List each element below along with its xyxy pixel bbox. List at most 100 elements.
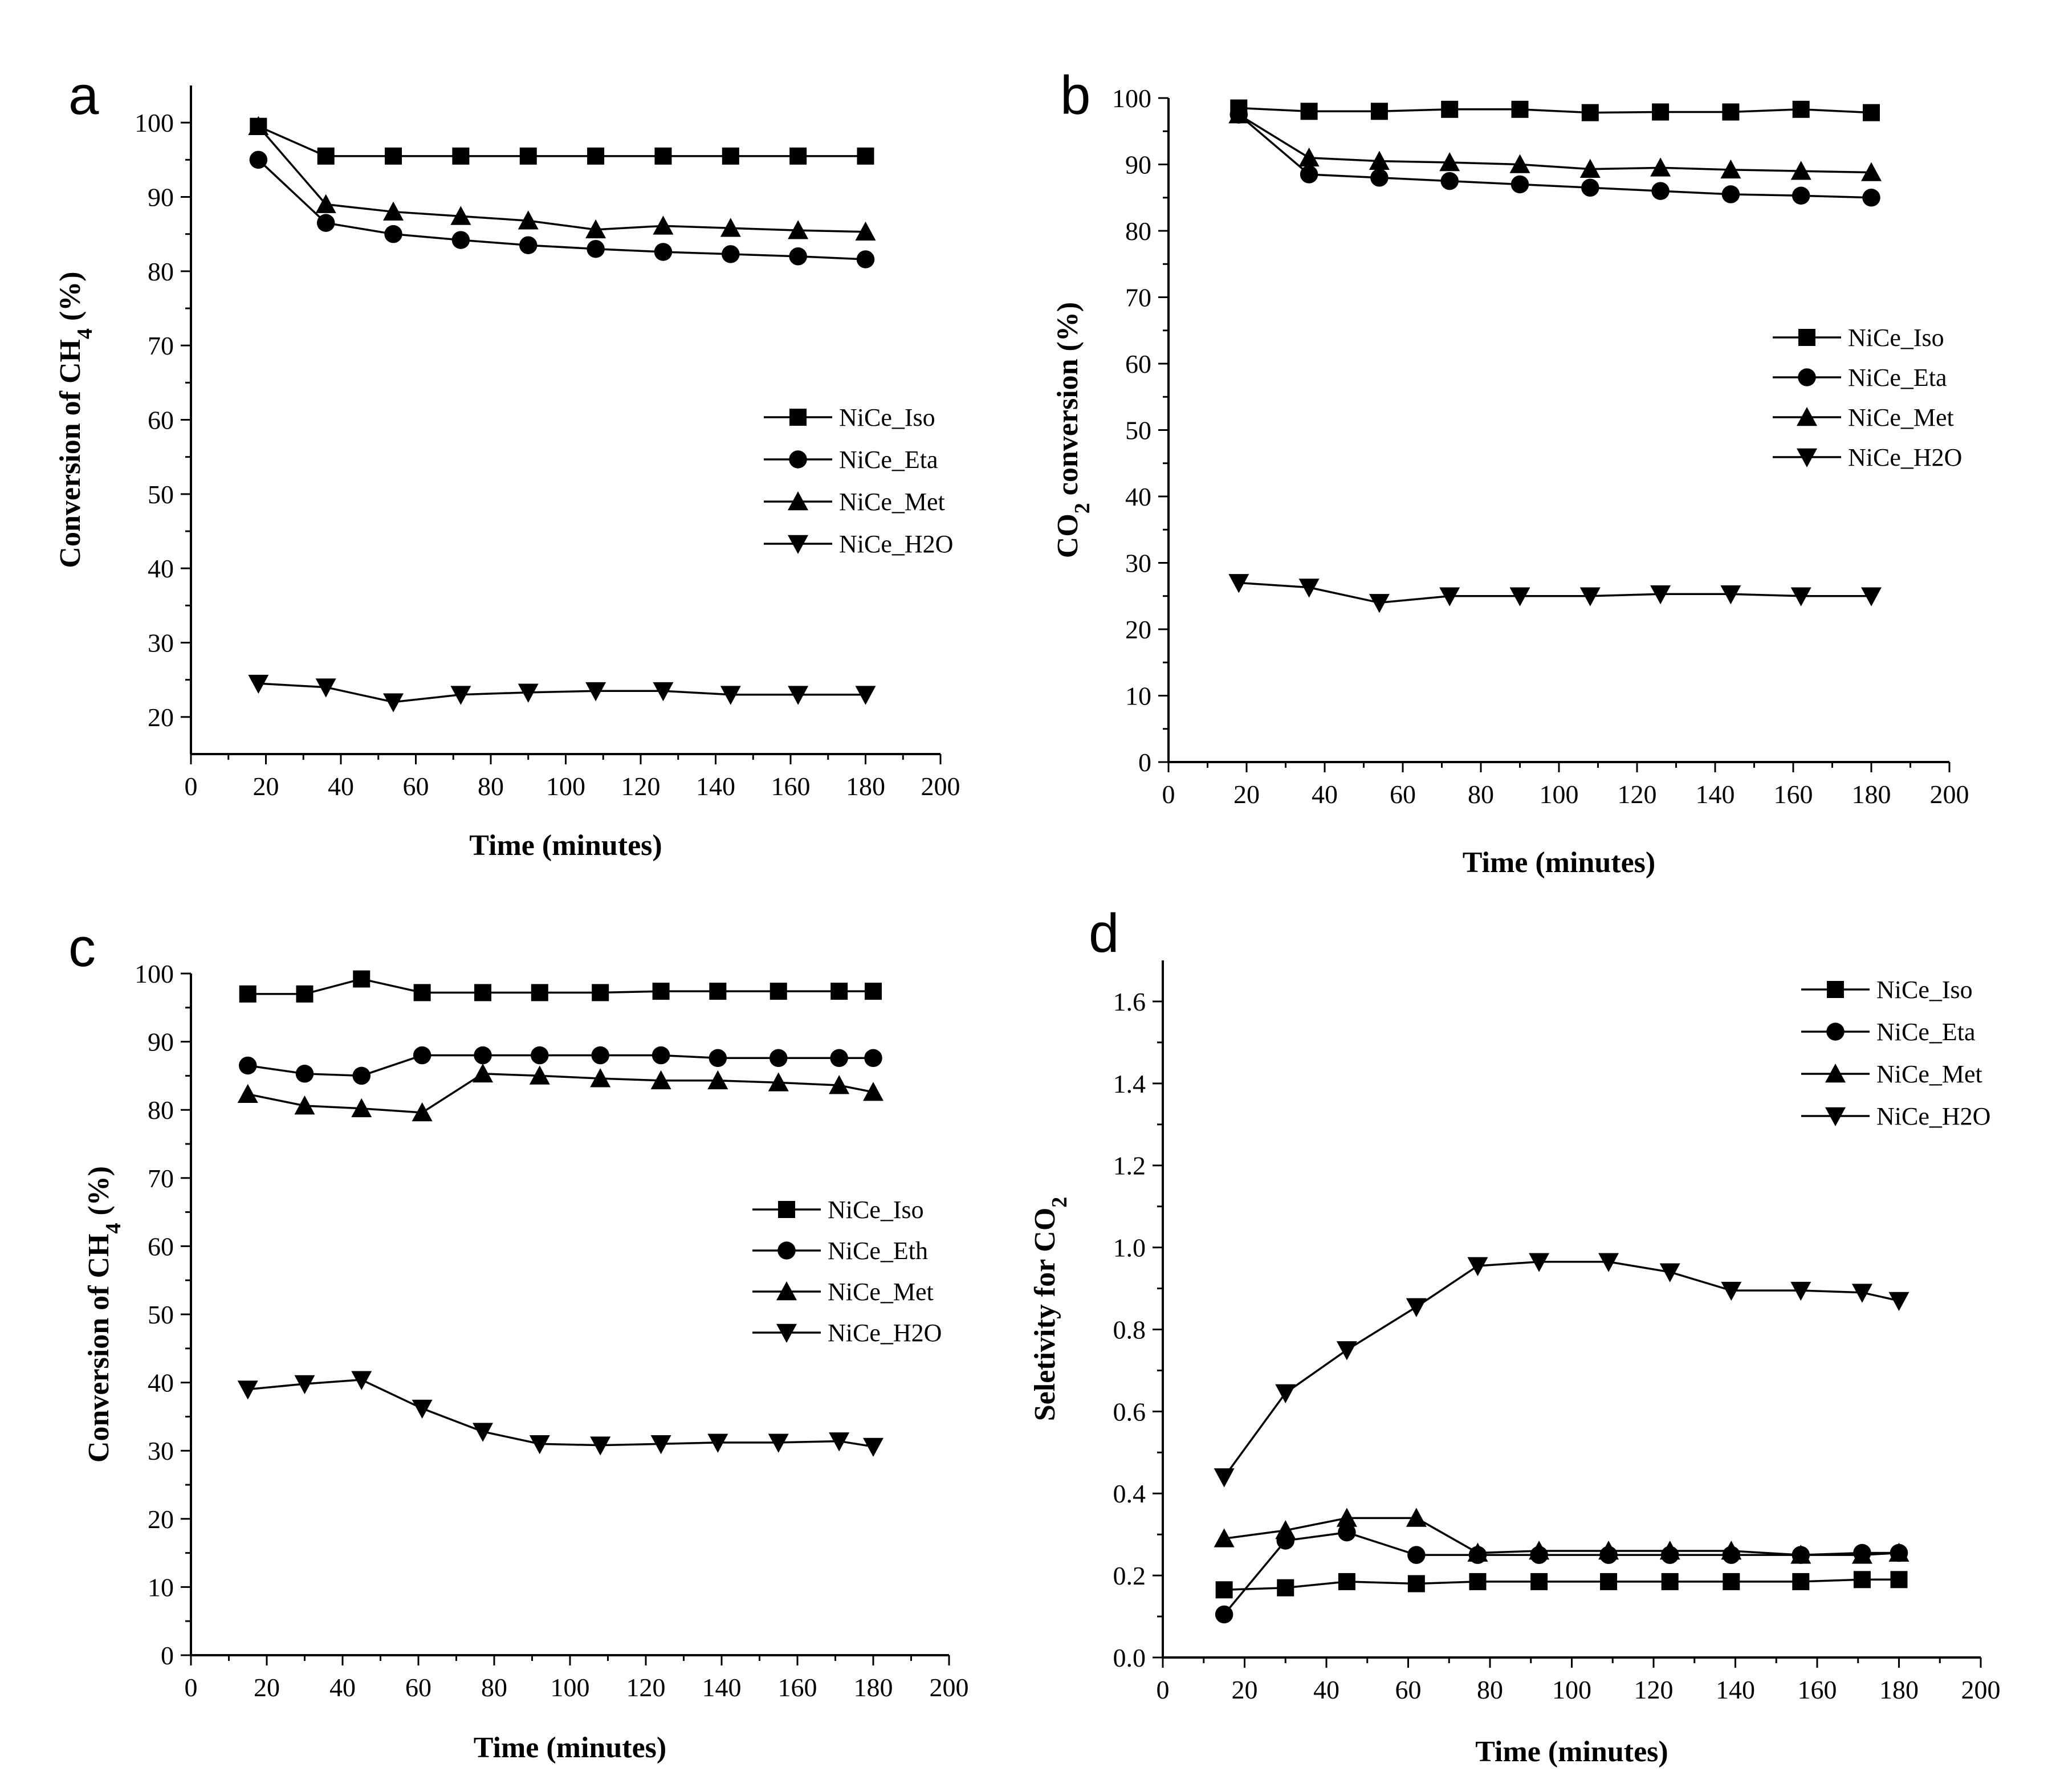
- x-tick-label: 60: [1390, 780, 1416, 809]
- data-point: [654, 147, 672, 165]
- data-point: [1441, 100, 1459, 118]
- data-point: [450, 686, 471, 705]
- series-line: [247, 1054, 873, 1077]
- data-point: [1863, 104, 1880, 121]
- x-tick-label: 20: [254, 1673, 280, 1702]
- data-point: [722, 245, 740, 263]
- data-point: [829, 1432, 850, 1452]
- data-point: [385, 147, 402, 165]
- y-tick-label: 1.6: [1113, 987, 1146, 1016]
- data-point: [1275, 1520, 1296, 1540]
- data-point: [1790, 587, 1811, 606]
- data-point: [1598, 1540, 1619, 1560]
- data-point: [1721, 1281, 1742, 1301]
- x-tick-label: 80: [1477, 1675, 1503, 1704]
- data-point: [1228, 104, 1249, 124]
- series-line: [1223, 1261, 1899, 1478]
- series-NiCe_H2O: [1214, 1253, 1909, 1488]
- data-point: [1651, 182, 1670, 200]
- data-point: [1214, 1528, 1235, 1547]
- data-point: [652, 983, 670, 1000]
- legend-label: NiCe_Eth: [828, 1237, 928, 1265]
- data-point: [587, 239, 605, 258]
- x-tick-label: 80: [478, 772, 504, 801]
- data-point: [296, 985, 314, 1003]
- data-point: [1298, 147, 1320, 167]
- data-point: [1509, 154, 1530, 173]
- y-tick-label: 0: [161, 1641, 174, 1670]
- data-point: [1851, 1284, 1872, 1303]
- data-point: [1853, 1571, 1871, 1589]
- data-point: [830, 983, 848, 1000]
- series-NiCe_Eta: [1229, 105, 1880, 207]
- legend-label: NiCe_Iso: [1848, 324, 1944, 352]
- x-tick-label: 0: [185, 1673, 198, 1702]
- data-point: [351, 1371, 372, 1390]
- legend: NiCe_Iso NiCe_Eta NiCe_Met NiCe_H2O: [1773, 324, 1962, 471]
- x-tick-label: 200: [1961, 1675, 2001, 1704]
- data-point: [856, 250, 875, 268]
- data-point: [352, 1066, 370, 1085]
- data-point: [239, 985, 256, 1003]
- data-point: [1298, 579, 1320, 598]
- data-point: [1650, 157, 1671, 177]
- data-point: [1215, 1581, 1233, 1599]
- legend-marker: [1798, 329, 1815, 346]
- data-point: [249, 150, 268, 169]
- y-tick-label: 30: [1125, 549, 1151, 578]
- legend-label: NiCe_Iso: [828, 1196, 924, 1224]
- data-point: [1581, 178, 1599, 197]
- x-tick-label: 120: [621, 772, 661, 801]
- series-line: [1239, 581, 1871, 604]
- y-tick-label: 50: [148, 480, 174, 509]
- legend-marker: [1825, 1107, 1846, 1126]
- y-tick-label: 20: [1125, 615, 1151, 644]
- data-point: [1650, 585, 1671, 605]
- data-point: [519, 236, 538, 254]
- x-tick-label: 200: [1930, 780, 1969, 809]
- series-NiCe_Iso: [239, 970, 882, 1003]
- data-point: [239, 1056, 257, 1075]
- data-point: [1336, 1508, 1357, 1527]
- x-tick-label: 100: [1552, 1675, 1591, 1704]
- data-point: [1407, 1575, 1425, 1593]
- x-tick-label: 0: [1162, 780, 1175, 809]
- x-tick-label: 140: [1716, 1675, 1755, 1704]
- data-point: [294, 1375, 315, 1394]
- data-point: [1720, 159, 1741, 179]
- legend-marker: [1797, 448, 1817, 467]
- y-tick-label: 50: [148, 1300, 174, 1329]
- data-point: [1723, 1573, 1740, 1590]
- data-point: [412, 1102, 433, 1122]
- y-tick-label: 30: [148, 1436, 174, 1465]
- x-tick-label: 120: [1618, 780, 1657, 809]
- data-point: [707, 1433, 728, 1453]
- series-line: [247, 1379, 874, 1448]
- data-point: [1888, 1292, 1909, 1312]
- x-tick-label: 60: [405, 1673, 431, 1702]
- data-point: [1721, 1540, 1742, 1560]
- x-tick-label: 20: [1233, 780, 1260, 809]
- data-point: [1661, 1573, 1679, 1590]
- y-tick-label: 40: [1125, 482, 1151, 511]
- data-point: [518, 683, 539, 703]
- x-tick-label: 180: [846, 772, 885, 801]
- legend-marker: [1798, 368, 1816, 386]
- legend-label: NiCe_H2O: [839, 530, 953, 558]
- x-axis-label: Time (minutes): [1463, 846, 1655, 879]
- legend-marker: [789, 450, 807, 469]
- data-point: [1861, 162, 1882, 181]
- x-tick-label: 160: [778, 1673, 817, 1702]
- data-point: [413, 984, 431, 1001]
- y-tick-label: 10: [1125, 682, 1151, 711]
- series-line: [1224, 1517, 1899, 1556]
- legend-label: NiCe_Eta: [1876, 1018, 1976, 1046]
- data-point: [473, 1423, 494, 1442]
- data-point: [1440, 172, 1459, 190]
- y-tick-label: 40: [148, 554, 174, 583]
- data-point: [768, 1433, 789, 1453]
- legend-label: NiCe_Eta: [1848, 364, 1947, 392]
- x-tick-label: 140: [702, 1673, 742, 1702]
- data-point: [1407, 1546, 1426, 1564]
